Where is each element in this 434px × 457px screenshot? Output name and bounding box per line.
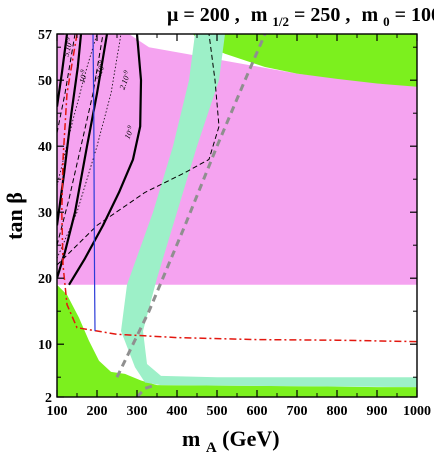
x-tick-label: 900: [367, 404, 388, 419]
title-m12-sub: 1/2: [272, 14, 289, 29]
y-tick-label: 30: [38, 206, 52, 221]
contour-line-black-dashed: [57, 34, 76, 134]
title-m0-rest: = 1000: [395, 4, 434, 26]
x-tick-label: 200: [87, 404, 108, 419]
y-tick-label: 57: [38, 28, 52, 43]
region-green-top-right: [193, 34, 417, 87]
y-tick-label: 20: [38, 272, 52, 287]
y-axis-title: tan β: [2, 192, 27, 240]
y-tick-label: 2: [45, 391, 52, 406]
contour-line-grey-dashed-thick: [115, 34, 267, 378]
contour-line-black-solid-thick: [57, 34, 69, 107]
region-pink: [57, 34, 417, 285]
contour-line-red-dash-dot: [61, 34, 417, 343]
contour-label-exponent: -9: [126, 125, 134, 132]
y-tick-label: 40: [38, 140, 52, 155]
contour-label-exponent: -9: [122, 70, 129, 77]
x-tick-label: 500: [207, 404, 228, 419]
x-tick-label: 100: [47, 404, 68, 419]
contour-line-blue-solid-thin: [92, 34, 96, 332]
x-tick-label: 800: [327, 404, 348, 419]
regions-layer: [57, 34, 417, 397]
ticks-layer: 100 200 300 400 500 600 700 800 900 1000 2 10 20 30 40…: [38, 28, 431, 419]
region-mint: [121, 34, 417, 388]
x-axis-title-rest: (GeV): [222, 426, 279, 451]
x-axis-title-base: m: [182, 426, 200, 451]
contour-label-exponent: -9: [97, 60, 104, 67]
y-tick-label: 50: [38, 74, 52, 89]
x-tick-label: 400: [167, 404, 188, 419]
contour-line-black-dotted: [57, 34, 98, 186]
x-tick-label: 300: [127, 404, 148, 419]
contour-label-exponent: -9: [65, 37, 72, 43]
title-m12-rest: = 250 ,: [294, 4, 350, 26]
region-green-bottom-left: [57, 284, 417, 397]
x-tick-label: 1000: [403, 404, 431, 419]
title-m12-base: m: [251, 4, 268, 26]
x-tick-label: 600: [247, 404, 268, 419]
curves-layer: [57, 34, 417, 397]
contour-line-black-solid-thick: [57, 34, 83, 226]
x-tick-label: 700: [287, 404, 308, 419]
contour-line-black-solid-thick: [57, 34, 109, 279]
chart-title: μ = 200 , m 1/2 = 250 , m 0 = 1000: [167, 4, 434, 31]
title-m0-base: m: [361, 4, 378, 26]
contour-line-grey-dashed-thick: [135, 383, 156, 397]
contour-line-black-dotted: [57, 34, 122, 259]
title-m0-sub: 0: [383, 14, 390, 29]
y-tick-label: 10: [38, 338, 52, 353]
x-axis-title-sub: A: [206, 440, 217, 456]
contour-line-black-solid-thick: [68, 34, 143, 286]
contour-label-exponent: -9: [80, 69, 87, 75]
title-mu: μ = 200 ,: [167, 4, 240, 26]
x-axis-title: m A (GeV): [182, 426, 280, 457]
contour-line-black-dashed: [57, 34, 104, 246]
contour-line-black-dashed: [57, 34, 220, 266]
